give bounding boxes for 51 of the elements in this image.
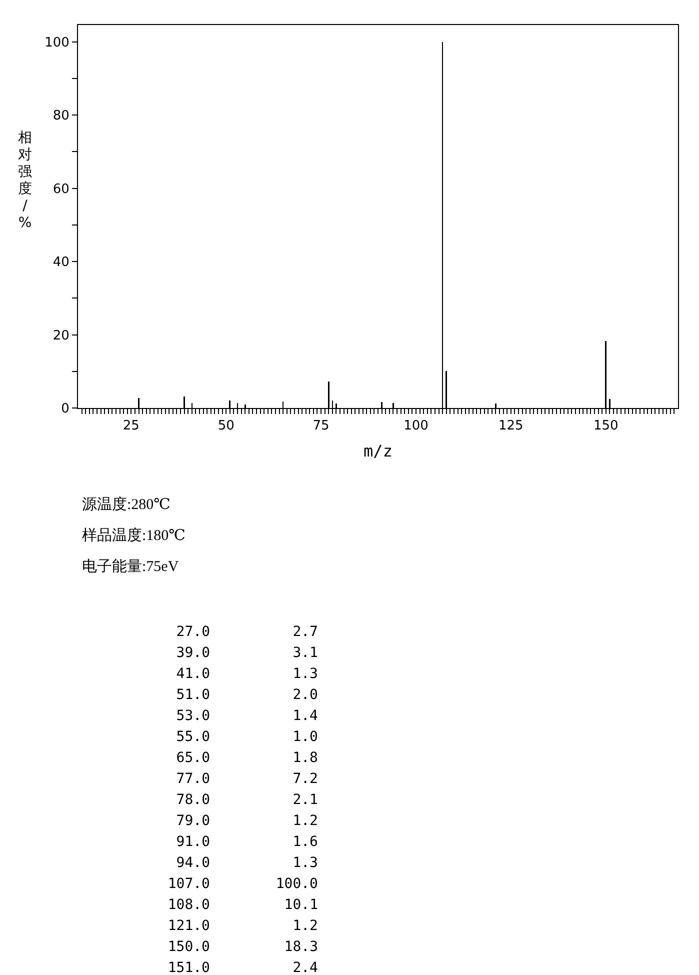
text: 源温度:280℃	[82, 495, 172, 515]
text: 1.0	[292, 728, 318, 747]
text: 18.3	[283, 938, 318, 957]
y-tick-label: 60	[52, 182, 70, 197]
x-tick-label: 100	[404, 418, 428, 434]
text: 53.0	[175, 707, 210, 726]
text: 1.2	[292, 917, 318, 936]
text: 65.0	[175, 749, 210, 768]
text: 51.0	[175, 686, 210, 705]
text: 100.0	[274, 875, 318, 894]
y-tick-label: 20	[52, 328, 70, 344]
text: 7.2	[292, 770, 318, 789]
text: 2.1	[292, 791, 318, 810]
y-tick-label: 80	[52, 108, 70, 124]
text: 2.4	[292, 959, 318, 975]
y-tick-label: 0	[61, 402, 70, 417]
text: 10.1	[283, 896, 318, 915]
text: 94.0	[175, 854, 210, 873]
x-tick-label: 25	[122, 418, 140, 434]
text: 91.0	[175, 833, 210, 852]
text: 1.3	[292, 665, 318, 684]
text: 78.0	[175, 791, 210, 810]
x-tick-label: 125	[498, 418, 524, 434]
text: 1.8	[292, 749, 318, 768]
y-axis-title: 相对强度/%	[17, 130, 33, 232]
y-tick-label: 100	[44, 35, 70, 50]
text: 样品温度:180℃	[82, 526, 186, 546]
text: 1.2	[292, 812, 318, 831]
text: 77.0	[175, 770, 210, 789]
x-tick-label: 75	[312, 418, 330, 434]
text: 电子能量:75eV	[82, 558, 180, 577]
y-tick-label: 40	[52, 255, 70, 270]
x-tick-label: 150	[593, 418, 618, 434]
text: 39.0	[175, 644, 210, 663]
text: 79.0	[175, 812, 210, 831]
x-axis-title: m/z	[364, 441, 392, 460]
text: 41.0	[175, 665, 210, 684]
text: 150.0	[166, 938, 210, 957]
text: 27.0	[175, 623, 210, 642]
text: 2.0	[292, 686, 318, 705]
text: 1.3	[292, 854, 318, 873]
text: 3.1	[292, 644, 318, 663]
text: 1.6	[292, 833, 318, 852]
x-tick-label: 50	[218, 418, 234, 434]
text: 108.0	[166, 896, 210, 915]
text: 1.4	[292, 707, 318, 726]
text: 55.0	[175, 728, 210, 747]
text: 2.7	[292, 623, 318, 642]
text: 151.0	[166, 959, 210, 975]
text: 121.0	[166, 917, 210, 936]
text: 107.0	[166, 875, 210, 894]
